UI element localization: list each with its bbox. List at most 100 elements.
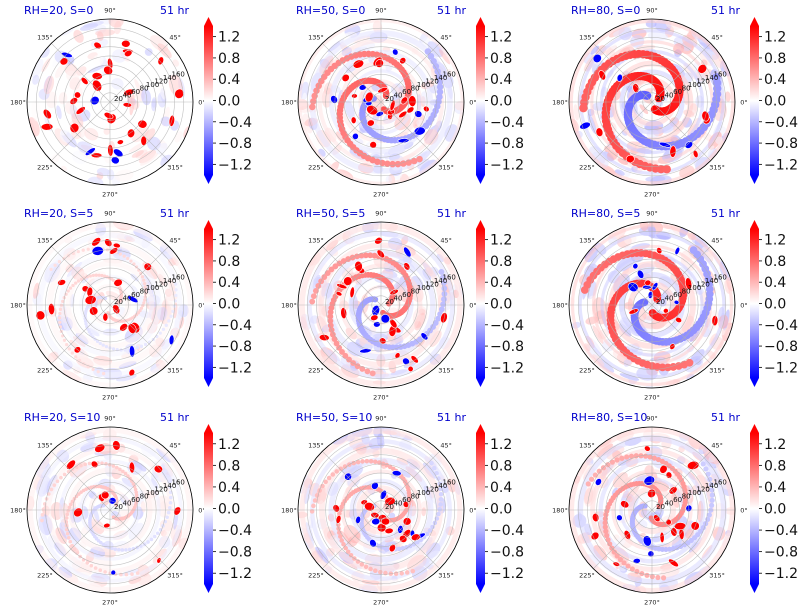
panel-title-left: RH=80, S=10 — [571, 411, 647, 424]
panel-title-left: RH=20, S=5 — [24, 207, 93, 220]
r-tick-label: 80 — [140, 84, 149, 92]
spiral-cell — [174, 293, 178, 298]
colorbar-tick-label: −0.8 — [764, 136, 798, 152]
spiral-cell — [333, 340, 340, 347]
field-cell — [128, 522, 144, 540]
r-tick-label: 160 — [443, 478, 456, 486]
r-tick-label: 80 — [411, 287, 420, 295]
spiral-cell — [313, 87, 320, 94]
spiral-cell — [607, 541, 613, 547]
spiral-cell — [76, 249, 80, 254]
spiral-cell — [709, 487, 715, 493]
colorbar-tick-label: 0.8 — [490, 458, 512, 474]
r-tick-label: 60 — [402, 291, 411, 299]
positive-cell — [40, 123, 54, 131]
spiral-cell — [328, 266, 335, 273]
spiral-cell — [709, 497, 715, 503]
spiral-cell — [309, 298, 316, 305]
theta-tick-label: 180° — [552, 507, 568, 515]
angular-gridline — [322, 246, 382, 306]
field-cell — [312, 274, 321, 290]
negative-cell — [579, 121, 591, 130]
panel-title-left: RH=20, S=10 — [24, 411, 100, 424]
spiral-cell — [355, 459, 361, 465]
colorbar-tick-label: 0.0 — [764, 502, 786, 518]
spiral-cell — [102, 274, 107, 278]
colorbar-tick-label: 0.4 — [764, 72, 786, 88]
colorbar-extend-min — [750, 175, 759, 184]
colorbar-extend-min — [750, 584, 759, 593]
theta-tick-label: 135° — [37, 236, 53, 244]
spiral-cell — [47, 492, 51, 496]
spiral-cell — [327, 313, 334, 320]
spiral-cell — [95, 339, 100, 344]
r-tick-label: 100 — [688, 81, 701, 89]
angular-gridline — [651, 509, 711, 569]
spiral-cell — [111, 347, 116, 351]
panel-title-right: 51 hr — [160, 4, 189, 17]
spiral-cell — [619, 455, 625, 461]
positive-cell — [74, 91, 82, 99]
spiral-cell — [86, 247, 90, 251]
panel-title-left: RH=20, S=0 — [24, 4, 93, 17]
panel-title-right: 51 hr — [160, 207, 189, 220]
spiral-cell — [110, 546, 114, 551]
r-tick-label: 40 — [394, 499, 403, 507]
spiral-cell — [336, 530, 342, 535]
field-cell — [305, 522, 314, 542]
negative-cell — [647, 290, 654, 299]
r-tick-label: 140 — [434, 482, 447, 490]
spiral-cell — [123, 348, 127, 352]
spiral-cell — [76, 492, 81, 496]
field-cell — [159, 245, 174, 260]
spiral-cell — [86, 365, 90, 369]
positive-cell — [668, 558, 679, 568]
colorbar-extend-min — [750, 378, 759, 387]
field-cell — [66, 70, 79, 83]
r-tick-label: 100 — [417, 489, 430, 497]
r-tick-label: 120 — [696, 485, 709, 493]
positive-cell — [124, 49, 133, 57]
spiral-cell — [400, 545, 406, 551]
colorbar-tick-label: 1.2 — [490, 437, 512, 453]
spiral-cell — [65, 531, 70, 536]
r-tick-label: 80 — [140, 492, 149, 500]
spiral-cell — [345, 256, 352, 263]
spiral-cell — [96, 370, 100, 374]
spiral-cell — [315, 82, 322, 90]
spiral-cell — [86, 327, 90, 331]
spiral-cell — [138, 308, 142, 313]
spiral-cell — [131, 546, 136, 551]
r-tick-label: 160 — [443, 70, 456, 78]
spiral-cell — [621, 560, 627, 566]
spiral-cell — [139, 544, 143, 548]
field-cell — [438, 49, 451, 65]
angular-gridline — [593, 509, 653, 569]
positive-cell — [119, 323, 128, 332]
r-tick-label: 120 — [425, 77, 438, 85]
spiral-cell — [334, 469, 339, 474]
colorbar-tick-label: 0.4 — [490, 480, 512, 496]
colorbar-extend-max — [204, 220, 213, 229]
spiral-cell — [339, 348, 345, 355]
colorbar-tick-label: 1.2 — [764, 30, 786, 46]
colorbar-tick-label: −0.4 — [218, 318, 252, 334]
r-tick-label: 140 — [163, 482, 176, 490]
field-cell — [32, 282, 40, 299]
theta-tick-label: 135° — [579, 236, 595, 244]
theta-tick-label: 225° — [37, 572, 53, 580]
r-tick-label: 120 — [154, 485, 167, 493]
theta-tick-label: 90° — [104, 210, 116, 218]
positive-cell — [80, 77, 89, 85]
spiral-cell — [396, 546, 402, 552]
spiral-cell — [142, 301, 146, 305]
spiral-cell — [139, 344, 144, 348]
negative-cell — [330, 95, 338, 104]
spiral-cell — [647, 454, 653, 460]
polar-panel: 0°45°90°135°180°225°270°315°20 40 60 801001… — [552, 411, 798, 607]
spiral-cell — [135, 346, 140, 350]
spiral-cell — [62, 338, 67, 342]
spiral-cell — [76, 279, 81, 283]
colorbar-tick-label: −0.8 — [490, 136, 524, 152]
r-tick-label: 80 — [140, 287, 149, 295]
